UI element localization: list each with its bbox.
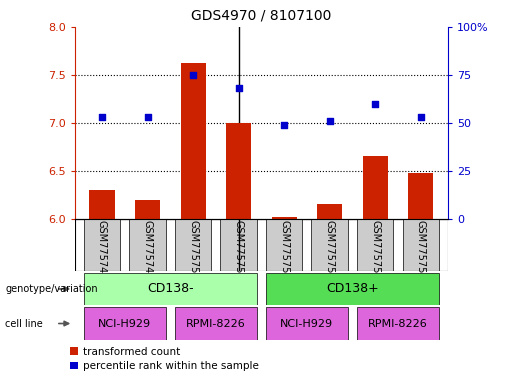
- Text: NCI-H929: NCI-H929: [98, 318, 151, 329]
- Text: CD138-: CD138-: [147, 283, 194, 295]
- Text: RPMI-8226: RPMI-8226: [368, 318, 428, 329]
- Bar: [357, 219, 393, 271]
- Bar: [266, 307, 348, 340]
- Bar: [317, 204, 342, 219]
- Text: RPMI-8226: RPMI-8226: [186, 318, 246, 329]
- Point: [189, 72, 197, 78]
- Bar: [312, 219, 348, 271]
- Bar: [271, 217, 297, 219]
- Point: [143, 114, 151, 120]
- Bar: [90, 190, 114, 219]
- Text: GSM775755: GSM775755: [416, 220, 426, 280]
- Bar: [403, 219, 439, 271]
- Text: GSM775749: GSM775749: [143, 220, 152, 280]
- Bar: [175, 307, 257, 340]
- Bar: [135, 200, 160, 219]
- Text: genotype/variation: genotype/variation: [5, 284, 98, 294]
- Point: [234, 85, 243, 91]
- Text: NCI-H929: NCI-H929: [280, 318, 333, 329]
- Bar: [266, 273, 439, 305]
- Text: GSM775754: GSM775754: [370, 220, 380, 280]
- Point: [280, 122, 288, 128]
- Text: cell line: cell line: [5, 318, 43, 329]
- Point: [325, 118, 334, 124]
- Text: GSM775748: GSM775748: [97, 220, 107, 280]
- Point: [371, 101, 380, 107]
- Bar: [363, 157, 388, 219]
- Bar: [84, 307, 166, 340]
- Legend: transformed count, percentile rank within the sample: transformed count, percentile rank withi…: [70, 347, 259, 371]
- Text: GSM775750: GSM775750: [279, 220, 289, 280]
- Bar: [220, 219, 257, 271]
- Bar: [408, 173, 433, 219]
- Bar: [226, 123, 251, 219]
- Bar: [84, 273, 257, 305]
- Text: GSM775753: GSM775753: [234, 220, 244, 280]
- Bar: [181, 63, 205, 219]
- Point: [417, 114, 425, 120]
- Bar: [357, 307, 439, 340]
- Bar: [84, 219, 120, 271]
- Text: GSM775751: GSM775751: [324, 220, 335, 280]
- Bar: [175, 219, 211, 271]
- Point: [98, 114, 106, 120]
- Text: GSM775752: GSM775752: [188, 220, 198, 280]
- Title: GDS4970 / 8107100: GDS4970 / 8107100: [191, 9, 332, 23]
- Bar: [266, 219, 302, 271]
- Bar: [129, 219, 166, 271]
- Text: CD138+: CD138+: [326, 283, 379, 295]
